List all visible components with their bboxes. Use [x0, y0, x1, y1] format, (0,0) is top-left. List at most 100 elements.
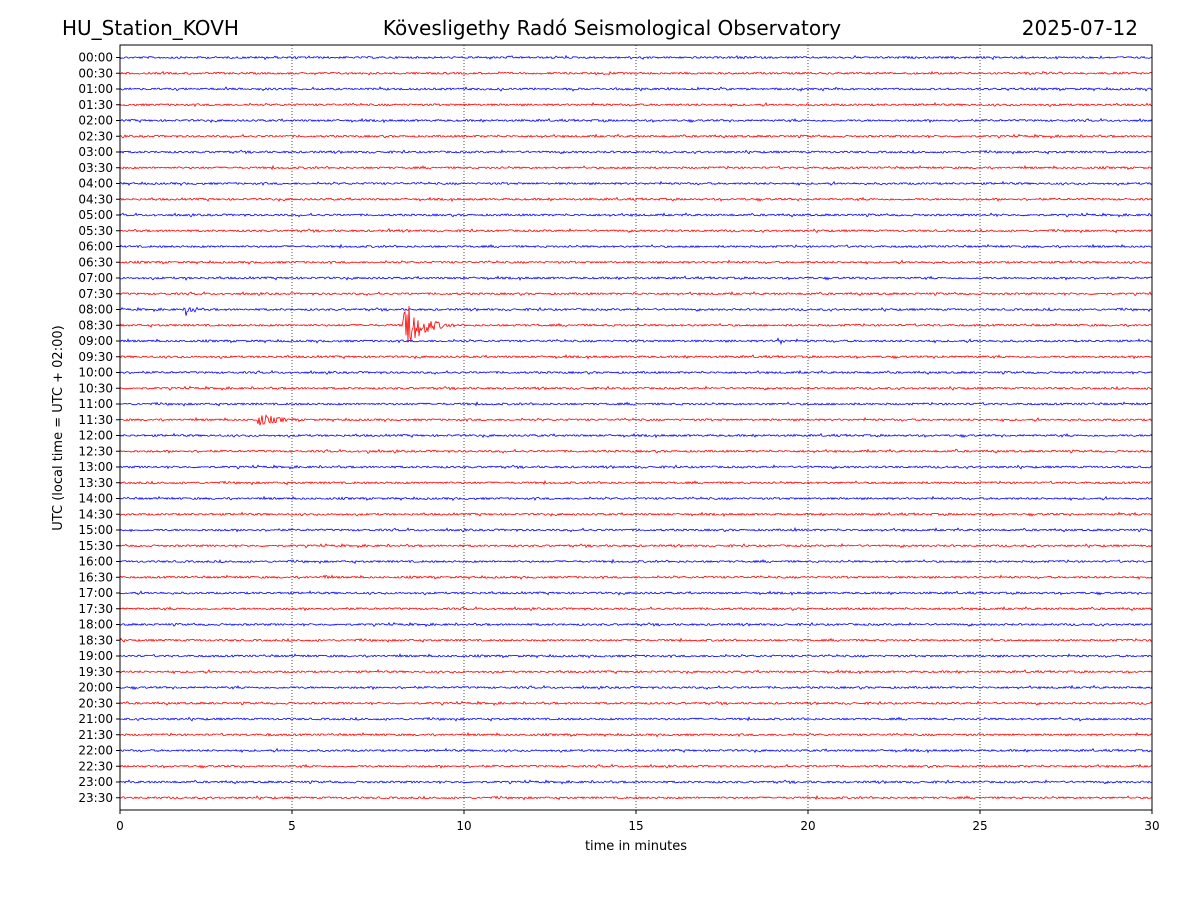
y-tick-label: 17:30 — [78, 602, 113, 616]
trace-1500 — [119, 527, 1153, 533]
y-tick-label: 12:00 — [78, 429, 113, 443]
trace-0630 — [119, 259, 1153, 265]
trace-1300 — [119, 464, 1153, 470]
trace-1800 — [119, 621, 1153, 628]
y-tick-label: 21:00 — [78, 712, 113, 726]
y-tick-label: 13:00 — [78, 460, 113, 474]
y-tick-label: 10:30 — [78, 381, 113, 395]
trace-2100 — [119, 716, 1153, 722]
y-tick-label: 16:00 — [78, 555, 113, 569]
x-tick-label: 15 — [628, 819, 643, 833]
trace-1400 — [119, 495, 1153, 502]
y-tick-label: 02:00 — [78, 114, 113, 128]
y-tick-label: 14:00 — [78, 492, 113, 506]
y-tick-label: 00:30 — [78, 66, 113, 80]
y-tick-label: 22:30 — [78, 759, 113, 773]
trace-0200 — [119, 117, 1153, 124]
x-tick-label: 30 — [1144, 819, 1159, 833]
y-tick-label: 11:00 — [78, 397, 113, 411]
y-tick-label: 02:30 — [78, 129, 113, 143]
y-tick-label: 19:30 — [78, 665, 113, 679]
trace-1330 — [119, 479, 1153, 486]
trace-1530 — [119, 542, 1153, 549]
trace-0300 — [119, 149, 1153, 155]
y-tick-label: 15:30 — [78, 539, 113, 553]
trace-2030 — [119, 700, 1153, 706]
trace-1000 — [119, 369, 1153, 375]
y-tick-label: 10:00 — [78, 366, 113, 380]
trace-1830 — [119, 637, 1153, 643]
x-tick-label: 10 — [456, 819, 471, 833]
trace-1930 — [119, 668, 1153, 675]
trace-2330 — [119, 794, 1153, 801]
trace-2300 — [119, 779, 1153, 785]
trace-1200 — [119, 432, 1153, 439]
y-tick-label: 03:30 — [78, 161, 113, 175]
y-tick-label: 04:30 — [78, 192, 113, 206]
trace-1900 — [119, 653, 1153, 659]
trace-1100 — [119, 401, 1153, 407]
trace-layer — [119, 54, 1153, 801]
y-tick-label: 06:30 — [78, 255, 113, 269]
y-tick-label: 08:30 — [78, 318, 113, 332]
trace-1700 — [119, 590, 1153, 596]
y-tick-label: 16:30 — [78, 570, 113, 584]
trace-1600 — [119, 558, 1153, 565]
y-tick-label: 20:00 — [78, 681, 113, 695]
y-tick-label: 06:00 — [78, 240, 113, 254]
y-tick-label: 17:00 — [78, 586, 113, 600]
trace-1030 — [119, 385, 1153, 391]
trace-0500 — [119, 212, 1153, 218]
grid-layer — [291, 45, 981, 810]
trace-0400 — [119, 180, 1153, 187]
y-tick-label: 04:00 — [78, 177, 113, 191]
chart-date: 2025-07-12 — [1021, 16, 1138, 40]
trace-1730 — [119, 606, 1153, 612]
x-tick-label: 25 — [972, 819, 987, 833]
trace-0530 — [119, 227, 1153, 234]
trace-0900 — [119, 337, 1153, 346]
y-tick-label: 18:00 — [78, 618, 113, 632]
trace-2130 — [119, 731, 1153, 738]
trace-2200 — [119, 747, 1153, 754]
x-tick-label: 20 — [800, 819, 815, 833]
trace-2230 — [119, 763, 1153, 769]
trace-1630 — [119, 574, 1153, 580]
y-tick-label: 08:00 — [78, 303, 113, 317]
y-tick-label: 00:00 — [78, 51, 113, 65]
x-tick-label: 0 — [116, 819, 124, 833]
y-tick-label: 01:30 — [78, 98, 113, 112]
y-tick-label: 18:30 — [78, 633, 113, 647]
y-tick-label: 23:30 — [78, 791, 113, 805]
trace-0730 — [119, 291, 1153, 297]
y-tick-label: 12:30 — [78, 444, 113, 458]
trace-0430 — [119, 196, 1153, 203]
y-tick-label: 05:30 — [78, 224, 113, 238]
trace-0930 — [119, 354, 1153, 360]
y-tick-label: 13:30 — [78, 476, 113, 490]
trace-0030 — [119, 70, 1153, 76]
trace-0830 — [119, 305, 1153, 343]
trace-0100 — [119, 86, 1153, 92]
y-tick-label: 11:30 — [78, 413, 113, 427]
y-tick-label: 05:00 — [78, 208, 113, 222]
trace-1430 — [119, 511, 1153, 518]
y-tick-label: 14:30 — [78, 507, 113, 521]
y-tick-label: 03:00 — [78, 145, 113, 159]
trace-1130 — [119, 414, 1153, 426]
trace-0230 — [119, 133, 1153, 139]
trace-2000 — [119, 684, 1153, 691]
y-tick-label: 19:00 — [78, 649, 113, 663]
y-tick-label: 23:00 — [78, 775, 113, 789]
x-tick-label: 5 — [288, 819, 296, 833]
trace-0800 — [119, 306, 1153, 316]
y-tick-label: 07:30 — [78, 287, 113, 301]
trace-0000 — [119, 54, 1153, 61]
y-tick-label: 22:00 — [78, 744, 113, 758]
y-tick-label: 09:30 — [78, 350, 113, 364]
y-tick-label: 15:00 — [78, 523, 113, 537]
trace-0700 — [119, 275, 1153, 281]
y-tick-label: 01:00 — [78, 82, 113, 96]
